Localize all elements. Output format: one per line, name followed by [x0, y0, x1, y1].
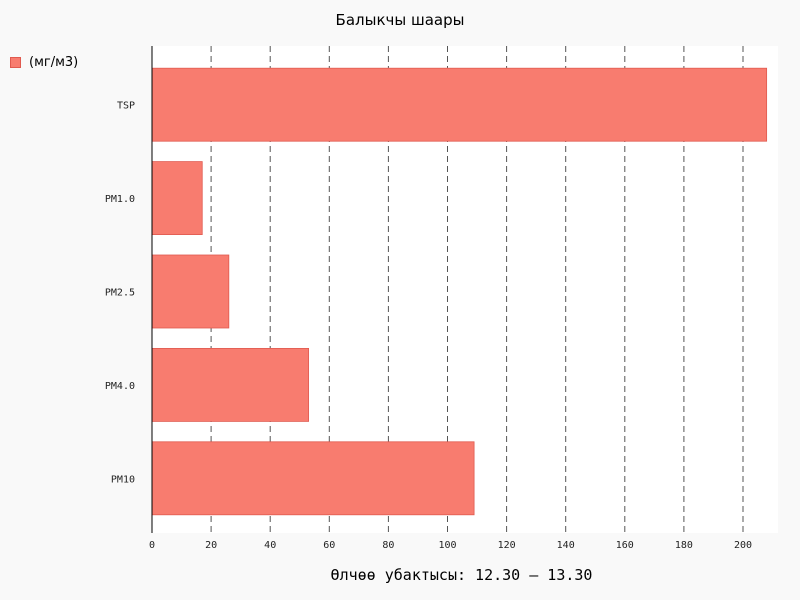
bar [151, 254, 230, 329]
x-tick-label: 100 [438, 540, 456, 551]
chart-title: Балыкчы шаары [335, 11, 465, 29]
x-tick-label: 20 [205, 540, 217, 551]
legend-label: (мг/м3) [29, 54, 79, 70]
y-tick-label: PM10 [111, 474, 135, 485]
x-tick-label: 200 [734, 540, 752, 551]
y-tick-label: PM4.0 [105, 381, 135, 392]
x-tick-label: 140 [557, 540, 575, 551]
bar [151, 347, 310, 422]
x-tick-label: 0 [149, 540, 155, 551]
bar [151, 161, 203, 236]
x-tick-label: 120 [498, 540, 516, 551]
legend: (мг/м3) [10, 54, 78, 70]
x-tick-label: 80 [382, 540, 394, 551]
x-tick-label: 60 [323, 540, 335, 551]
x-axis-title: Өлчөө убактысы: 12.30 – 13.30 [330, 566, 593, 584]
y-tick-label: PM2.5 [105, 288, 135, 299]
x-tick-label: 180 [675, 540, 693, 551]
y-tick-label: TSP [117, 101, 135, 112]
x-tick-label: 40 [264, 540, 276, 551]
bar [151, 67, 768, 142]
y-tick-label: PM1.0 [105, 194, 135, 205]
x-tick-label: 160 [616, 540, 634, 551]
legend-swatch [10, 56, 21, 68]
bar [151, 441, 475, 516]
